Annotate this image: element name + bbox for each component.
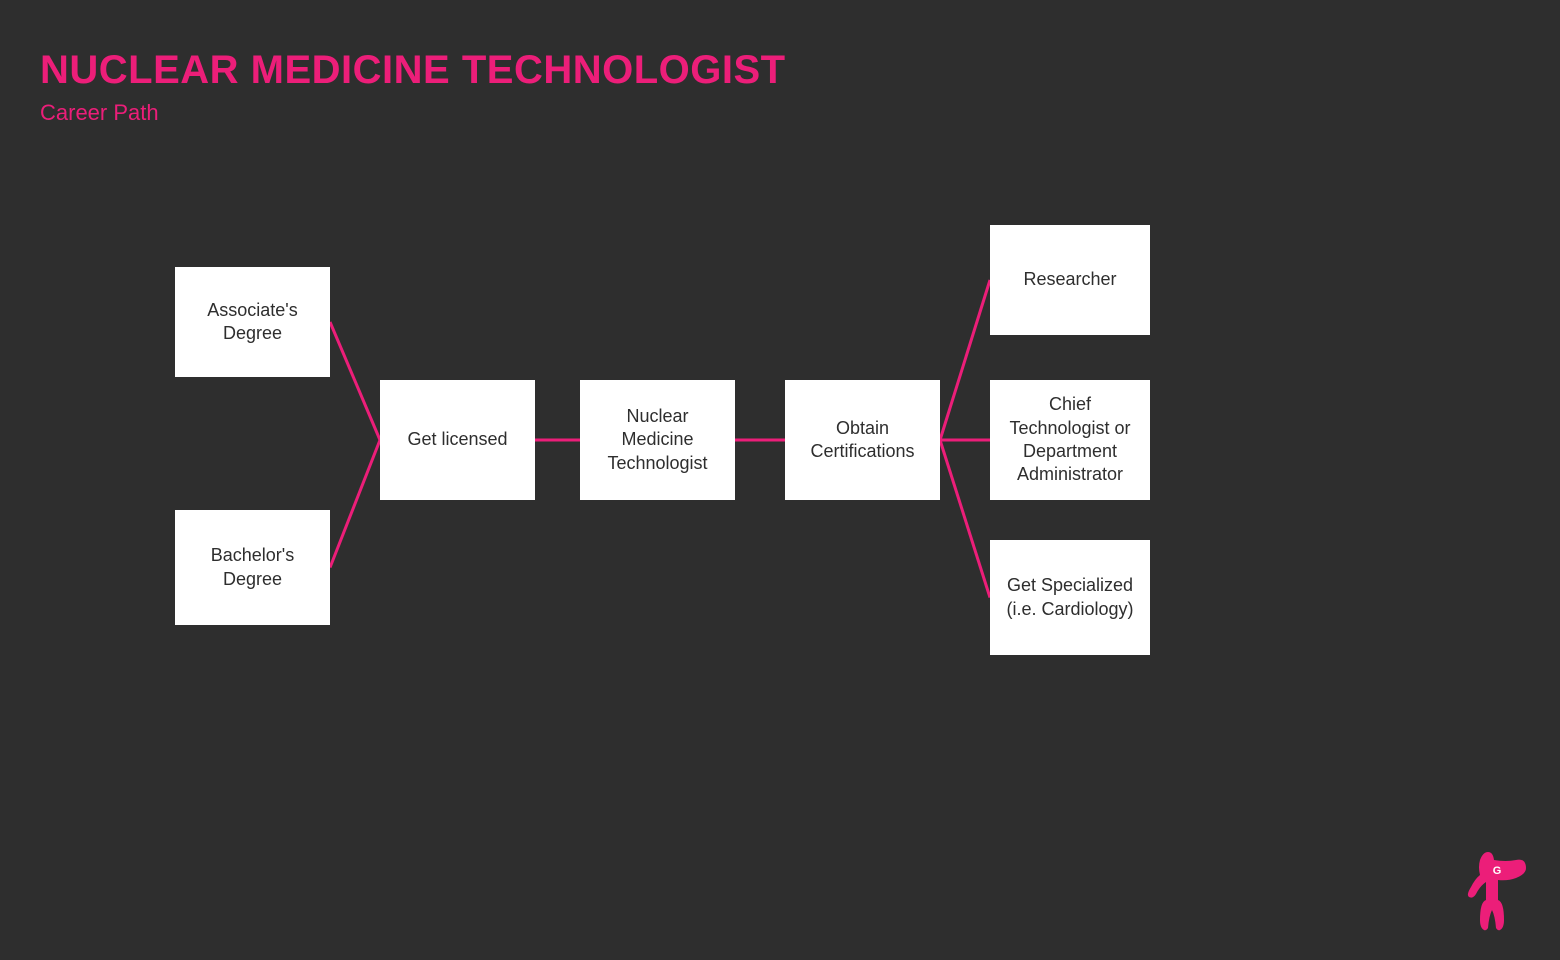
svg-text:G: G (1493, 865, 1502, 877)
flowchart-node-associates: Associate's Degree (175, 267, 330, 377)
page-subtitle: Career Path (40, 100, 159, 126)
flowchart-node-specialized: Get Specialized (i.e. Cardiology) (990, 540, 1150, 655)
superhero-logo-icon: G (1450, 845, 1530, 940)
flowchart-edge (330, 322, 380, 440)
flowchart-node-licensed: Get licensed (380, 380, 535, 500)
flowchart-node-nmt: Nuclear Medicine Technologist (580, 380, 735, 500)
flowchart-edge (330, 440, 380, 568)
flowchart-node-bachelors: Bachelor's Degree (175, 510, 330, 625)
flowchart-edges (0, 0, 1560, 960)
flowchart-node-certs: Obtain Certifications (785, 380, 940, 500)
flowchart-node-chief: Chief Technologist or Department Adminis… (990, 380, 1150, 500)
flowchart-edge (940, 280, 990, 440)
flowchart-node-researcher: Researcher (990, 225, 1150, 335)
flowchart-edge (940, 440, 990, 598)
page-title: NUCLEAR MEDICINE TECHNOLOGIST (40, 48, 786, 93)
